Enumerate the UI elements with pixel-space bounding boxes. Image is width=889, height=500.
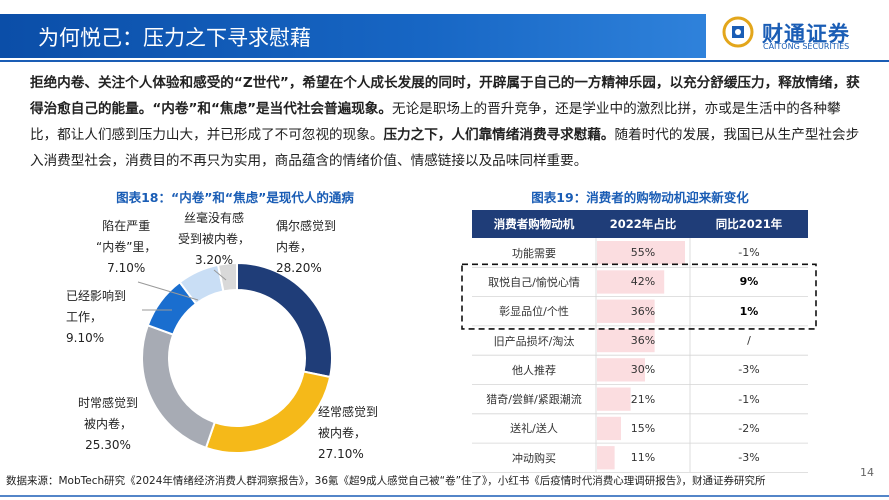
table-header: 消费者购物动机 bbox=[493, 217, 575, 231]
logo-name: 财通证券 bbox=[762, 22, 850, 46]
slide-title: 为何悦己：压力之下寻求慰藉 bbox=[38, 26, 311, 50]
intro-segment: 压力之下，人们靠情绪消费寻求慰藉。 bbox=[383, 127, 615, 143]
share-bar bbox=[597, 328, 655, 353]
intro-paragraph: 拒绝内卷、关注个人体验和感受的“Z世代”，希望在个人成长发展的同时，开辟属于自己… bbox=[30, 70, 864, 174]
category-label: 已经影响到 工作， bbox=[66, 289, 127, 324]
table-header: 2022年占比 bbox=[609, 217, 677, 231]
donut-segment bbox=[236, 261, 333, 379]
share-cell: 36% bbox=[630, 334, 656, 348]
header-bar bbox=[0, 14, 706, 58]
intro-segment: 拒绝内卷、关注个人体验和感受的“Z世代”，希望在个人成长发展的同时，开辟属于自己… bbox=[30, 75, 860, 117]
header-rule bbox=[0, 60, 889, 62]
share-bar bbox=[597, 270, 665, 294]
motive-cell: 猎奇/尝鲜/紧跟潮流 bbox=[486, 393, 582, 407]
change-cell: / bbox=[747, 334, 751, 348]
donut-segment bbox=[141, 323, 217, 450]
change-cell: -2% bbox=[738, 421, 760, 435]
share-cell: 30% bbox=[630, 363, 656, 377]
share-cell: 36% bbox=[630, 304, 656, 318]
highlight-box bbox=[461, 263, 817, 330]
intro-segment: “内卷”和“焦虑”是当代社会普遍现象。 bbox=[152, 101, 392, 117]
donut-label: 经常感觉到 被内卷， 27.10% bbox=[318, 402, 378, 465]
change-cell: -1% bbox=[738, 246, 760, 260]
motive-cell: 彰显品位/个性 bbox=[499, 305, 569, 319]
motive-cell: 功能需要 bbox=[512, 246, 556, 260]
category-label: 经常感觉到 被内卷， bbox=[318, 405, 379, 440]
leader-line bbox=[213, 269, 227, 281]
logo-subtitle: CAITONG SECURITIES bbox=[763, 42, 850, 51]
motive-cell: 冲动购买 bbox=[512, 451, 556, 465]
page-number: 14 bbox=[860, 466, 874, 479]
value-label: 3.20% bbox=[194, 253, 234, 267]
value-label: 25.30% bbox=[85, 438, 131, 452]
donut-segment bbox=[204, 370, 332, 454]
share-bar bbox=[597, 358, 645, 382]
intro-segment: 无论是职场上的晋升竞争，还是学业中的激烈比拼，亦或是生活中的各种攀比，都让人们感… bbox=[30, 101, 841, 143]
category-label: 陷在严重 “内卷”里， bbox=[96, 219, 157, 254]
table-title: 图表19：消费者的购物动机迎来新变化 bbox=[531, 190, 749, 205]
change-cell: -3% bbox=[738, 451, 760, 465]
share-bar bbox=[597, 241, 685, 265]
intro-segment: 随着时代的发展，我国已从生产型社会步入消费型社会，消费目的不再只为实用，商品蕴含… bbox=[30, 127, 860, 169]
change-cell: 1% bbox=[739, 304, 759, 318]
donut-segment bbox=[216, 261, 238, 293]
share-bar bbox=[597, 387, 631, 411]
category-label: 时常感觉到 被内卷， bbox=[78, 396, 139, 431]
donut-label: 偶尔感觉到 内卷， 28.20% bbox=[276, 216, 336, 279]
category-label: 丝毫没有感 受到被内卷， bbox=[178, 211, 251, 246]
share-bar bbox=[597, 416, 621, 441]
value-label: 7.10% bbox=[107, 261, 146, 275]
source-note: 数据来源：MobTech研究《2024年情绪经济消费人群洞察报告》，36氪《超9… bbox=[6, 475, 766, 487]
share-cell: 15% bbox=[630, 421, 656, 435]
change-cell: -3% bbox=[738, 363, 760, 377]
motive-cell: 旧产品损坏/淘汰 bbox=[493, 334, 575, 348]
change-cell: 9% bbox=[739, 275, 759, 289]
motive-cell: 取悦自己/愉悦心情 bbox=[488, 275, 580, 289]
chart-title: 图表18：“内卷”和“焦虑”是现代人的通病 bbox=[116, 190, 354, 205]
motive-cell: 他人推荐 bbox=[512, 363, 556, 377]
donut-label: 丝毫没有感 受到被内卷， 3.20% bbox=[178, 208, 250, 271]
share-bar bbox=[597, 446, 615, 470]
table-header-bg bbox=[472, 210, 808, 238]
share-cell: 42% bbox=[630, 275, 656, 289]
table-header: 同比2021年 bbox=[715, 217, 783, 231]
logo-icon bbox=[722, 16, 754, 48]
donut-label: 已经影响到 工作， 9.10% bbox=[66, 286, 126, 349]
leader-line bbox=[137, 281, 199, 301]
share-bar bbox=[597, 299, 655, 323]
category-label: 偶尔感觉到 内卷， bbox=[276, 219, 337, 254]
share-cell: 55% bbox=[630, 246, 656, 260]
share-cell: 11% bbox=[630, 451, 656, 465]
value-label: 27.10% bbox=[318, 447, 364, 461]
motive-cell: 送礼/送人 bbox=[510, 422, 558, 436]
value-label: 9.10% bbox=[66, 331, 105, 345]
share-cell: 21% bbox=[630, 392, 656, 406]
donut-label: 陷在严重 “内卷”里， 7.10% bbox=[96, 216, 156, 279]
value-label: 28.20% bbox=[276, 261, 322, 275]
change-cell: -1% bbox=[738, 392, 760, 406]
donut-label: 时常感觉到 被内卷， 25.30% bbox=[78, 393, 138, 456]
